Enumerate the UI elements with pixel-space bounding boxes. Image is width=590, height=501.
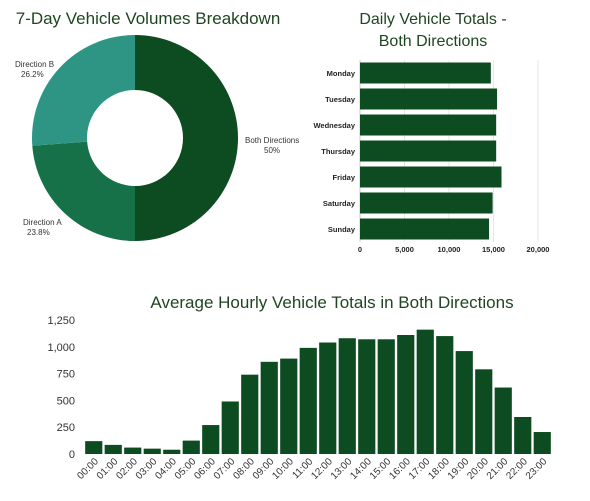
hourly-bar xyxy=(143,448,161,454)
hourly-bar xyxy=(202,425,220,454)
donut-chart: 7-Day Vehicle Volumes Breakdown Directio… xyxy=(15,9,299,241)
hourly-x-tick-label: 23:00 xyxy=(524,456,550,482)
daily-x-tick-label: 20,000 xyxy=(527,245,550,254)
hourly-x-tick-label: 06:00 xyxy=(192,456,218,482)
daily-totals-chart: Daily Vehicle Totals - Both Directions M… xyxy=(313,11,550,254)
donut-chart-title: 7-Day Vehicle Volumes Breakdown xyxy=(16,9,281,28)
label-direction-b: Direction B xyxy=(15,60,54,69)
hourly-x-tick-label: 08:00 xyxy=(231,456,257,482)
hourly-x-tick-label: 21:00 xyxy=(485,456,511,482)
hourly-bar xyxy=(163,449,181,454)
hourly-x-tick-label: 14:00 xyxy=(348,456,374,482)
daily-x-tick-label: 15,000 xyxy=(482,245,505,254)
hourly-x-tick-label: 04:00 xyxy=(153,456,179,482)
hourly-y-tick-label: 1,250 xyxy=(47,315,75,327)
hourly-y-tick-label: 1,000 xyxy=(47,342,75,354)
hourly-x-tick-label: 09:00 xyxy=(251,456,277,482)
hourly-x-tick-label: 03:00 xyxy=(134,456,160,482)
hourly-bar xyxy=(260,361,278,454)
hourly-bar xyxy=(416,329,434,454)
hourly-bar xyxy=(104,444,122,454)
daily-bar-sunday xyxy=(360,218,490,240)
label-direction-a: Direction A xyxy=(23,218,62,227)
hourly-bar xyxy=(475,369,493,454)
daily-bar-wednesday xyxy=(360,114,497,136)
label-both-directions: Both Directions xyxy=(245,136,299,145)
value-both-directions: 50% xyxy=(264,146,280,155)
hourly-x-tick-label: 00:00 xyxy=(75,456,101,482)
hourly-bar xyxy=(397,335,415,454)
donut-slice-direction-a xyxy=(32,141,135,241)
daily-x-tick-label: 10,000 xyxy=(438,245,461,254)
hourly-x-tick-label: 19:00 xyxy=(446,456,472,482)
hourly-bar xyxy=(182,440,200,454)
hourly-bar xyxy=(299,347,317,454)
daily-x-tick-label: 5,000 xyxy=(395,245,414,254)
value-direction-b: 26.2% xyxy=(21,70,44,79)
hourly-x-tick-label: 05:00 xyxy=(173,456,199,482)
hourly-x-tick-label: 17:00 xyxy=(407,456,433,482)
daily-category-label: Wednesday xyxy=(313,121,355,130)
hourly-x-tick-label: 02:00 xyxy=(114,456,140,482)
daily-x-tick-label: 0 xyxy=(358,245,362,254)
hourly-x-tick-label: 15:00 xyxy=(368,456,394,482)
hourly-y-tick-label: 0 xyxy=(69,449,75,461)
hourly-bar xyxy=(280,358,298,454)
value-direction-a: 23.8% xyxy=(27,228,50,237)
hourly-x-tick-label: 13:00 xyxy=(329,456,355,482)
daily-bar-friday xyxy=(360,166,502,188)
daily-category-label: Monday xyxy=(327,69,356,78)
hourly-bar xyxy=(533,432,551,454)
hourly-title: Average Hourly Vehicle Totals in Both Di… xyxy=(150,293,513,312)
daily-bar-monday xyxy=(360,62,491,84)
hourly-bar xyxy=(514,417,532,454)
daily-bar-thursday xyxy=(360,140,497,162)
daily-category-label: Thursday xyxy=(321,147,356,156)
donut-slice-direction-b xyxy=(31,35,135,146)
daily-bar-tuesday xyxy=(360,88,498,110)
hourly-bar xyxy=(241,374,259,454)
hourly-bar xyxy=(358,339,376,454)
daily-category-label: Saturday xyxy=(323,199,356,208)
daily-category-label: Sunday xyxy=(328,225,356,234)
hourly-bar xyxy=(377,339,395,454)
hourly-x-tick-label: 10:00 xyxy=(270,456,296,482)
hourly-x-tick-label: 20:00 xyxy=(465,456,491,482)
hourly-x-tick-label: 22:00 xyxy=(504,456,530,482)
hourly-y-tick-label: 250 xyxy=(57,422,75,434)
hourly-x-tick-label: 16:00 xyxy=(387,456,413,482)
hourly-totals-panel: Average Hourly Vehicle Totals in Both Di… xyxy=(0,280,590,501)
hourly-bar xyxy=(221,401,239,454)
hourly-x-tick-label: 07:00 xyxy=(212,456,238,482)
hourly-x-tick-label: 12:00 xyxy=(309,456,335,482)
daily-title-line-1: Daily Vehicle Totals - xyxy=(359,11,506,28)
daily-category-label: Tuesday xyxy=(325,95,356,104)
hourly-bar xyxy=(124,447,142,454)
hourly-bar xyxy=(436,336,454,454)
donut-chart-panel: 7-Day Vehicle Volumes Breakdown Directio… xyxy=(0,0,300,270)
daily-totals-panel: Daily Vehicle Totals - Both Directions M… xyxy=(300,0,590,270)
hourly-bar xyxy=(85,441,103,454)
hourly-bar xyxy=(494,387,512,454)
hourly-x-tick-label: 01:00 xyxy=(95,456,121,482)
hourly-bar xyxy=(338,338,356,454)
daily-title-line-2: Both Directions xyxy=(379,33,488,50)
hourly-bar xyxy=(455,351,473,454)
daily-category-label: Friday xyxy=(332,173,355,182)
donut-slice-both-directions xyxy=(135,35,238,241)
hourly-y-tick-label: 750 xyxy=(57,369,75,381)
hourly-bar xyxy=(319,342,337,454)
hourly-y-tick-label: 500 xyxy=(57,395,75,407)
daily-bar-saturday xyxy=(360,192,493,214)
hourly-x-tick-label: 18:00 xyxy=(426,456,452,482)
hourly-totals-chart: Average Hourly Vehicle Totals in Both Di… xyxy=(47,293,551,482)
